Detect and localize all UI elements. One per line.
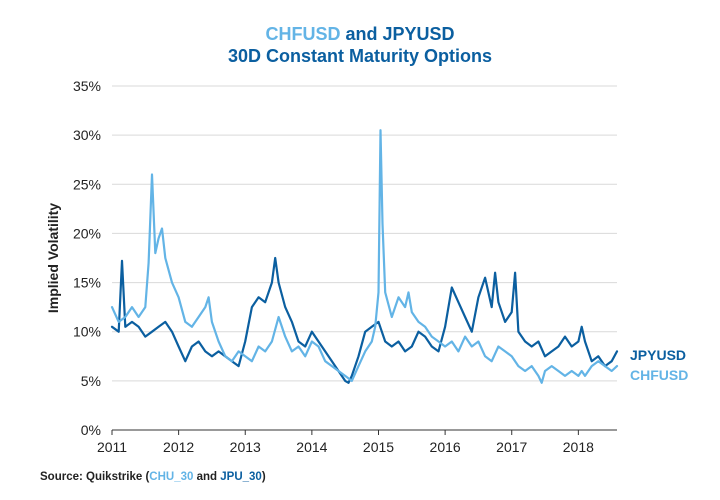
y-tick-label: 5% — [81, 373, 101, 389]
x-tick-label: 2017 — [496, 439, 527, 455]
legend-chfusd: CHFUSD — [630, 367, 689, 383]
x-tick-labels: 2011 2012 2013 2014 2015 2016 2017 2018 — [97, 430, 594, 455]
source-prefix: Source: Quikstrike ( — [40, 471, 150, 483]
y-tick-label: 0% — [81, 422, 101, 438]
grid-lines — [112, 85, 617, 431]
source-code-chf: CHU_30 — [149, 471, 194, 483]
source-and: and — [193, 471, 221, 483]
x-tick-label: 2011 — [97, 439, 127, 455]
x-tick-label: 2016 — [430, 439, 461, 455]
y-tick-label: 15% — [73, 275, 101, 291]
title-jpyusd: JPYUSD — [382, 24, 455, 44]
series-lines — [110, 129, 619, 384]
y-tick-label: 20% — [73, 225, 101, 241]
x-tick-label: 2013 — [230, 439, 261, 455]
y-tick-label: 30% — [73, 127, 101, 143]
chart-title-line1: CHFUSD and JPYUSD — [0, 24, 720, 45]
y-tick-label: 35% — [73, 78, 101, 94]
y-axis-label: Implied Volatility — [45, 203, 61, 313]
title-and: and — [345, 24, 378, 44]
y-tick-label: 10% — [73, 324, 101, 340]
y-tick-labels: 0% 5% 10% 15% 20% 25% 30% 35% — [73, 78, 101, 438]
legend-jpyusd: JPYUSD — [630, 347, 687, 363]
series-line-jpyusd — [110, 256, 619, 384]
source-suffix: ) — [261, 471, 266, 483]
source-note: Source: Quikstrike (CHU_30 and JPU_30) — [40, 471, 266, 483]
source-code-jpy: JPU_30 — [220, 471, 262, 483]
x-tick-label: 2018 — [563, 439, 594, 455]
x-tick-label: 2012 — [163, 439, 194, 455]
chart-title-line2: 30D Constant Maturity Options — [227, 46, 492, 66]
title-chfusd: CHFUSD — [265, 24, 341, 44]
x-tick-label: 2014 — [296, 439, 327, 455]
series-line-chfusd — [110, 129, 619, 384]
x-tick-label: 2015 — [363, 439, 394, 455]
y-tick-label: 25% — [73, 176, 101, 192]
